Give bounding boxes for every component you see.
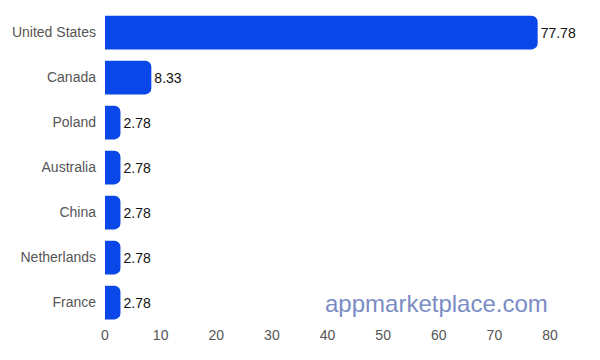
svg-text:France: France (52, 294, 96, 310)
svg-text:30: 30 (264, 327, 280, 343)
svg-text:40: 40 (320, 327, 336, 343)
svg-text:China: China (59, 204, 96, 220)
svg-text:Poland: Poland (52, 114, 96, 130)
svg-text:appmarketplace.com: appmarketplace.com (325, 290, 548, 317)
svg-text:77.78: 77.78 (541, 25, 576, 41)
svg-text:2.78: 2.78 (123, 295, 150, 311)
svg-text:8.33: 8.33 (154, 70, 181, 86)
svg-text:United States: United States (12, 24, 96, 40)
svg-text:0: 0 (101, 327, 109, 343)
svg-text:Canada: Canada (47, 69, 96, 85)
svg-text:50: 50 (375, 327, 391, 343)
svg-text:Australia: Australia (42, 159, 97, 175)
svg-text:2.78: 2.78 (123, 205, 150, 221)
svg-text:Netherlands: Netherlands (21, 249, 97, 265)
svg-text:60: 60 (431, 327, 447, 343)
svg-text:2.78: 2.78 (123, 115, 150, 131)
svg-text:70: 70 (487, 327, 503, 343)
svg-text:10: 10 (153, 327, 169, 343)
svg-text:2.78: 2.78 (123, 250, 150, 266)
svg-text:80: 80 (542, 327, 558, 343)
svg-text:2.78: 2.78 (123, 160, 150, 176)
svg-text:20: 20 (208, 327, 224, 343)
